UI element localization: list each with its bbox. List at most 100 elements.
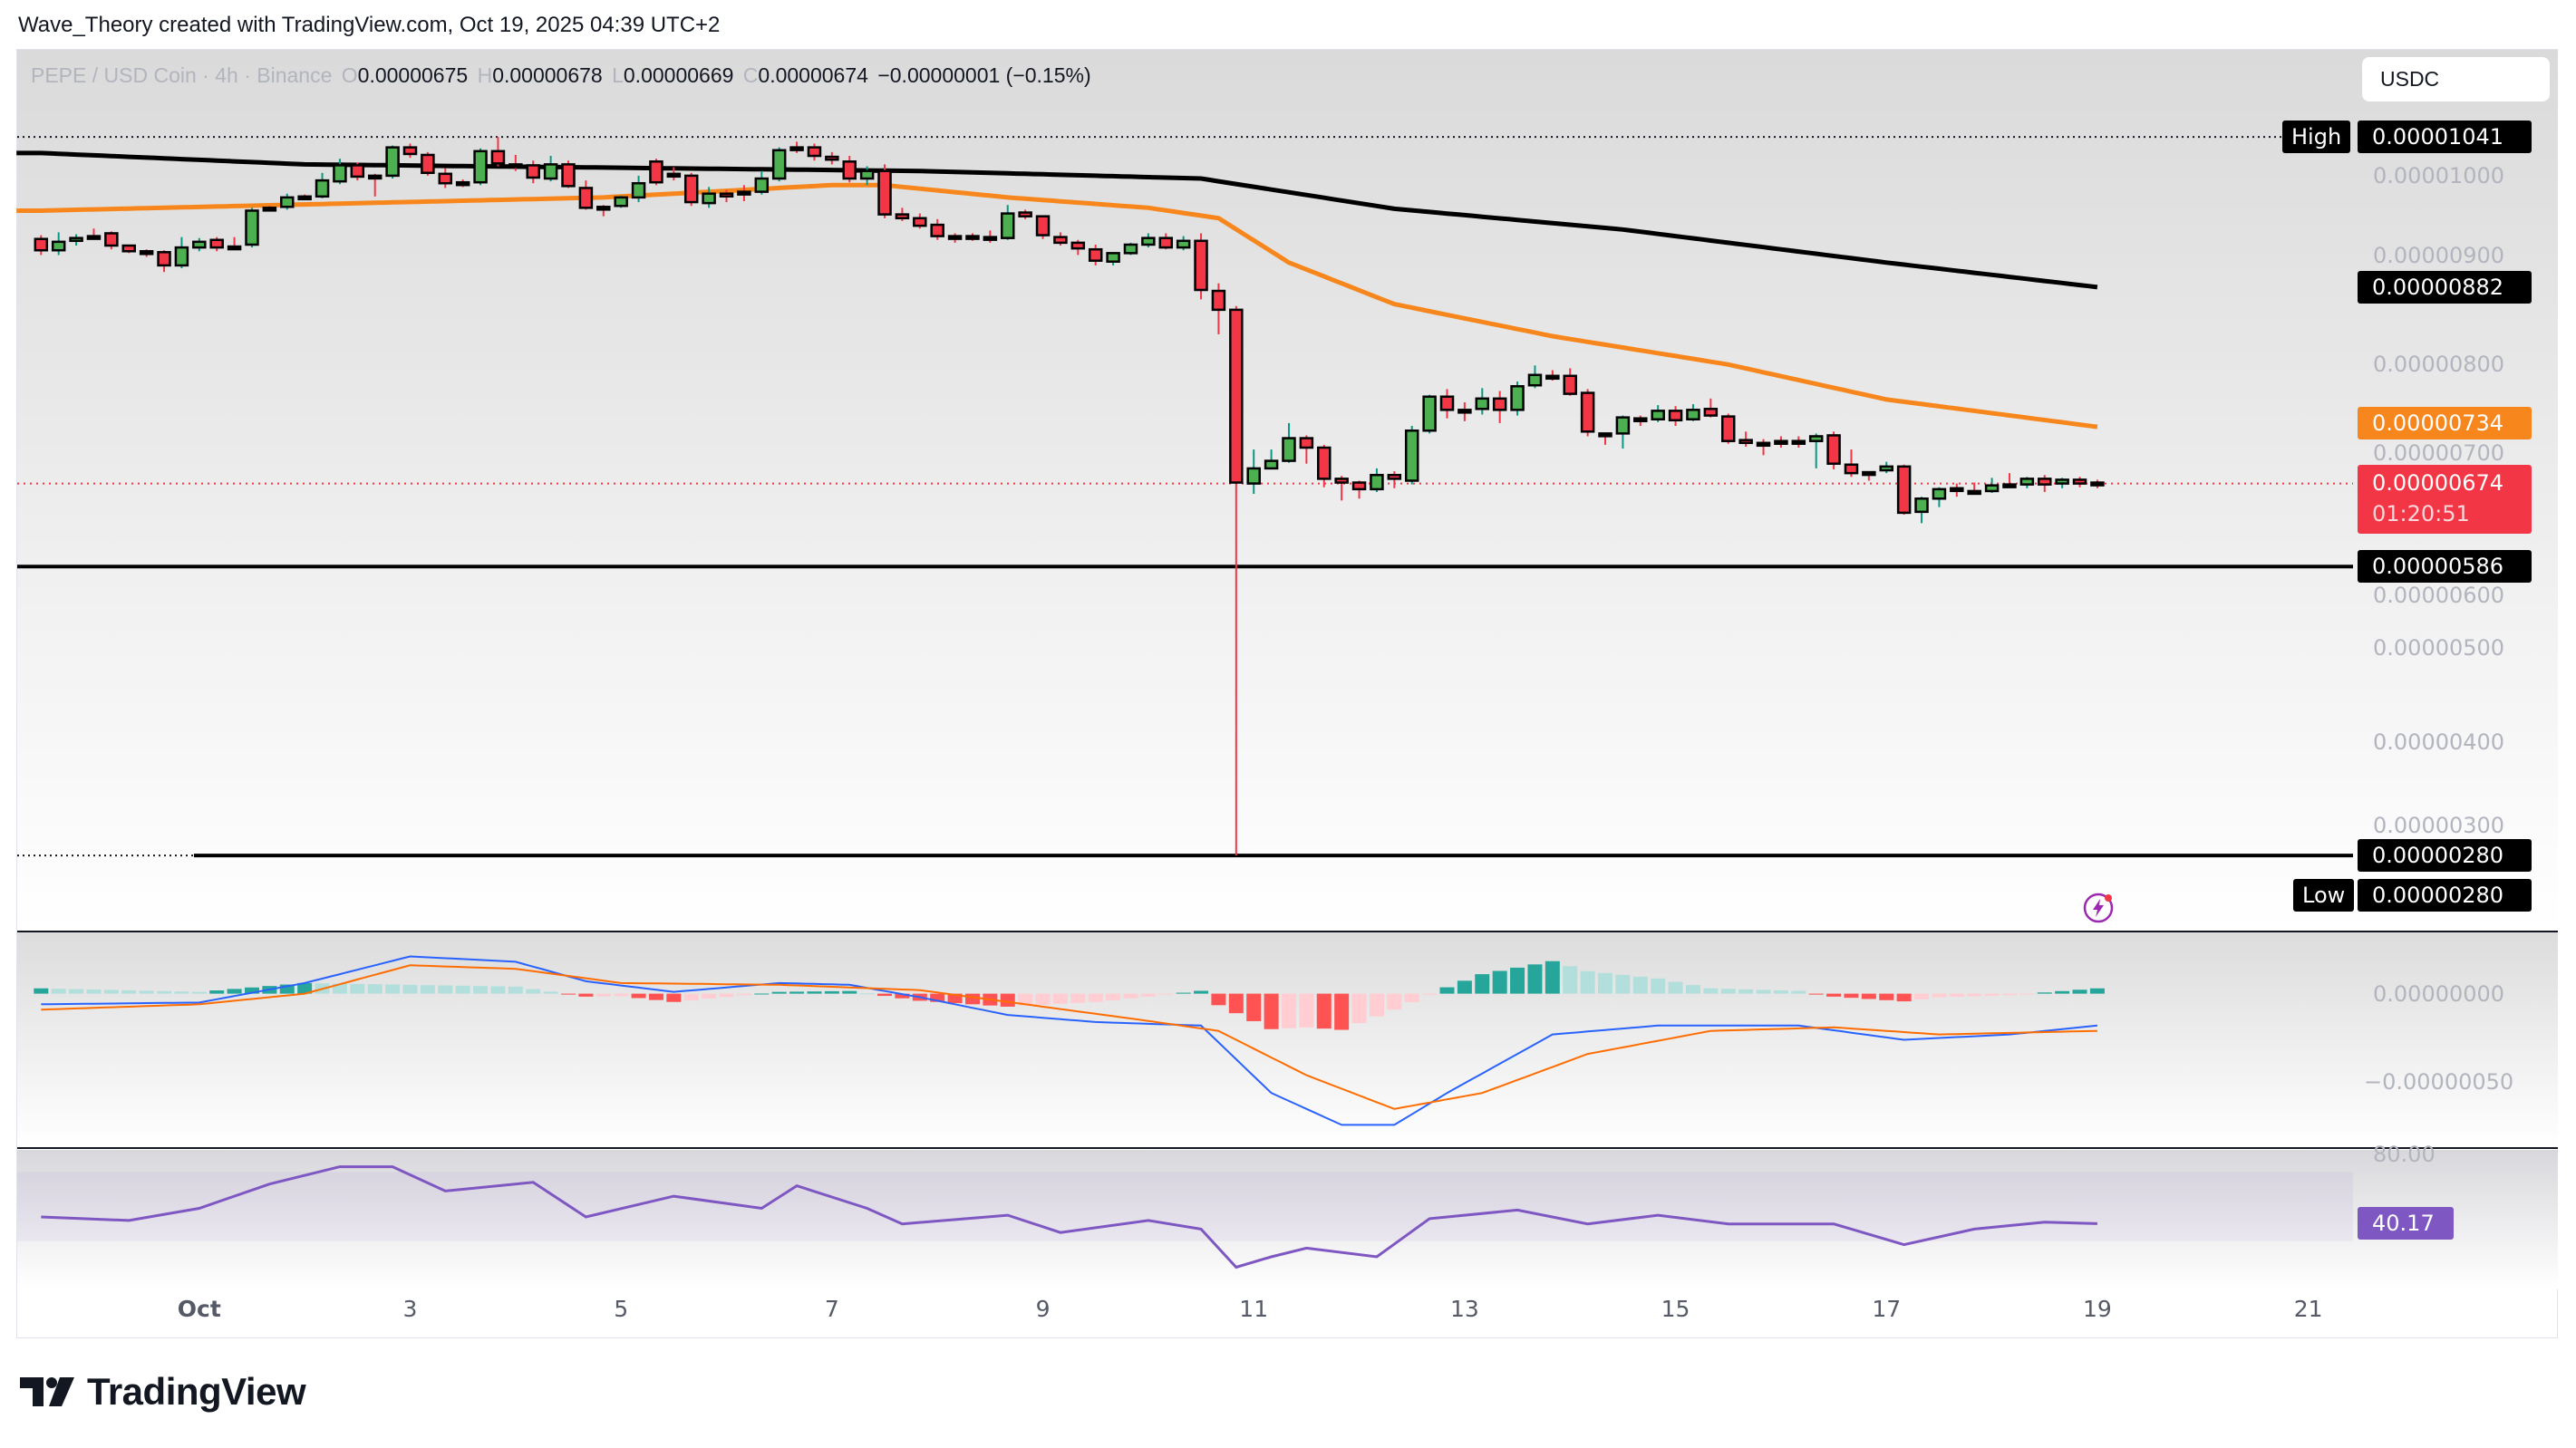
macd-histogram-bar: [227, 989, 242, 994]
tradingview-logo-icon: [20, 1377, 74, 1406]
macd-histogram-bar: [1264, 993, 1279, 1029]
support-price-tag: 0.00000586: [2358, 550, 2532, 584]
price-axis-tick: 0.00000800: [2373, 352, 2505, 378]
macd-histogram-bar: [350, 983, 365, 994]
candle-down: [1950, 487, 1964, 493]
candle-down: [1194, 239, 1208, 292]
candle-down: [1668, 410, 1683, 422]
time-axis-tick: 11: [1239, 1296, 1269, 1322]
candle-up: [333, 164, 347, 183]
candle-down: [121, 244, 136, 253]
macd-histogram-bar: [1281, 993, 1296, 1028]
candle-down: [930, 223, 944, 237]
low-line-price-tag: 0.00000280: [2358, 839, 2532, 873]
candle-up: [1370, 473, 1384, 491]
candle-up: [1422, 395, 1437, 432]
candle-down: [2002, 483, 2017, 488]
macd-histogram-bar: [1879, 993, 1894, 1000]
candle-up: [859, 169, 875, 180]
macd-histogram-bar: [191, 991, 207, 994]
candle-up: [1527, 373, 1543, 387]
low-value: 0.00000669: [623, 63, 734, 87]
macd-histogram-bar: [69, 989, 84, 994]
macd-histogram-bar: [895, 993, 910, 999]
macd-histogram-bar: [473, 986, 489, 994]
candle-down: [666, 172, 682, 179]
currency-button[interactable]: USDC: [2362, 57, 2550, 101]
price-axis-tick: 0.00000900: [2373, 243, 2505, 268]
macd-histogram-bar: [702, 993, 717, 999]
macd-histogram-bar: [438, 985, 453, 994]
macd-histogram-bar: [2055, 990, 2070, 994]
tradingview-logo[interactable]: TradingView: [20, 1370, 306, 1414]
macd-histogram-bar: [51, 989, 66, 994]
candle-down: [1492, 397, 1507, 411]
candle-down: [719, 192, 734, 198]
candle-up: [1176, 239, 1191, 249]
candle-down: [1598, 432, 1612, 438]
candle-down: [438, 172, 453, 185]
candle-down: [421, 153, 435, 175]
macd-histogram-bar: [174, 991, 189, 994]
candle-up: [702, 192, 716, 205]
macd-histogram-bar: [1070, 993, 1086, 1003]
candle-down: [789, 146, 804, 151]
macd-histogram-bar: [1580, 970, 1595, 994]
price-axis-tick: 0.00000400: [2373, 729, 2505, 756]
macd-histogram-bar: [1896, 993, 1912, 1002]
macd-histogram-bar: [1140, 993, 1156, 997]
macd-histogram-bar: [1826, 993, 1842, 997]
candle-up: [1246, 467, 1261, 485]
candle-down: [1211, 289, 1226, 312]
macd-histogram-bar: [2089, 988, 2105, 994]
macd-histogram-bar: [1439, 987, 1455, 994]
candle-down: [1545, 374, 1560, 381]
macd-histogram-bar: [1598, 972, 1613, 994]
candle-down: [1035, 215, 1051, 237]
time-axis-tick: 19: [2083, 1296, 2112, 1322]
macd-histogram-bar: [1492, 970, 1507, 994]
rsi-pane-background: [17, 1150, 2558, 1289]
last-price-tag: 0.00000674 01:20:51: [2358, 464, 2532, 534]
candle-down: [297, 195, 312, 201]
candle-down: [1738, 439, 1753, 445]
candle-down: [1351, 481, 1367, 491]
candle-down: [1053, 236, 1068, 245]
candle-up: [174, 246, 189, 267]
macd-histogram-bar: [614, 993, 629, 997]
macd-histogram-bar: [1369, 993, 1384, 1017]
candle-up: [245, 209, 259, 246]
candle-up: [1686, 409, 1700, 420]
candle-down: [1158, 237, 1174, 249]
macd-histogram-bar: [736, 993, 751, 996]
symbol-title[interactable]: PEPE / USD Coin · 4h · Binance: [31, 63, 333, 87]
macd-histogram-bar: [279, 984, 295, 994]
candle-down: [649, 160, 663, 184]
signal-line: [41, 964, 2097, 1110]
macd-histogram-bar: [1949, 993, 1964, 997]
bar-countdown: 01:20:51: [2372, 500, 2470, 526]
macd-histogram-bar: [1984, 993, 2000, 996]
macd-histogram-bar: [1563, 966, 1578, 994]
candle-down: [1563, 374, 1577, 395]
macd-histogram-bar: [1615, 974, 1631, 994]
macd-histogram-bar: [543, 991, 558, 994]
lightning-alert-icon[interactable]: [2082, 892, 2115, 924]
macd-histogram-bar: [1246, 993, 1262, 1021]
candle-down: [402, 146, 418, 156]
candle-down: [1967, 489, 1981, 496]
candle-down: [1334, 478, 1349, 484]
candle-up: [51, 240, 66, 252]
macd-histogram-bar: [1756, 989, 1771, 994]
candle-up: [280, 196, 295, 208]
candle-down: [1720, 415, 1736, 442]
macd-histogram-bar: [455, 985, 470, 994]
macd-histogram-bar: [1088, 993, 1103, 1002]
macd-histogram-bar: [771, 991, 787, 994]
macd-histogram-bar: [157, 990, 172, 994]
last-price-value: 0.00000674: [2372, 469, 2504, 496]
candle-down: [1387, 473, 1402, 480]
macd-histogram-bar: [1211, 993, 1226, 1006]
tradingview-logo-text: TradingView: [87, 1370, 306, 1413]
